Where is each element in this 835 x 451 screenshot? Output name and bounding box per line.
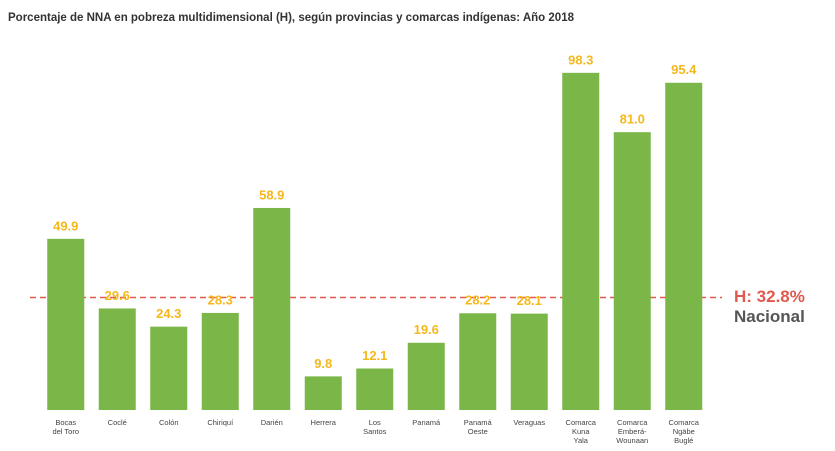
x-tick-label: Bocas xyxy=(55,418,76,427)
value-label: 28.3 xyxy=(208,292,233,307)
bar xyxy=(356,368,394,410)
bar xyxy=(201,312,239,410)
chart-title: Porcentaje de NNA en pobreza multidimens… xyxy=(8,12,575,24)
value-label: 98.3 xyxy=(568,52,593,67)
x-tick-label: Buglé xyxy=(674,436,693,445)
x-tick-label: Emberá- xyxy=(618,427,647,436)
value-label: 19.6 xyxy=(414,322,439,337)
value-label: 49.9 xyxy=(53,218,78,233)
bar xyxy=(407,342,445,410)
value-label: 24.3 xyxy=(156,306,181,321)
value-label: 81.0 xyxy=(620,112,645,127)
x-tick-label: Yala xyxy=(574,436,589,445)
x-tick-label: Herrera xyxy=(311,418,337,427)
x-tick-label: Darién xyxy=(261,418,283,427)
x-tick-label: Oeste xyxy=(468,427,488,436)
bar xyxy=(253,207,291,410)
x-tick-label: Kuna xyxy=(572,427,590,436)
value-label: 28.1 xyxy=(517,293,542,308)
bar xyxy=(47,238,85,410)
value-label: 28.2 xyxy=(465,293,490,308)
value-label: 12.1 xyxy=(362,348,387,363)
bar xyxy=(562,72,600,411)
x-tick-label: Comarca xyxy=(669,418,700,427)
reference-label: H: 32.8% xyxy=(734,287,805,306)
bar xyxy=(613,132,651,411)
x-tick-label: Colón xyxy=(159,418,179,427)
value-label: 58.9 xyxy=(259,187,284,202)
reference-note: Nacional xyxy=(734,307,805,326)
x-tick-label: Los xyxy=(369,418,381,427)
bar xyxy=(150,326,188,410)
x-tick-label: Panamá xyxy=(412,418,441,427)
x-tick-label: Comarca xyxy=(566,418,597,427)
bar xyxy=(665,82,703,410)
bar xyxy=(510,313,548,410)
bar xyxy=(304,376,342,410)
x-tick-label: Comarca xyxy=(617,418,648,427)
x-tick-label: Santos xyxy=(363,427,387,436)
x-tick-label: Veraguas xyxy=(513,418,545,427)
bar xyxy=(459,313,497,410)
value-label: 95.4 xyxy=(671,62,697,77)
x-tick-label: Ngäbe xyxy=(673,427,695,436)
x-tick-label: Chiriquí xyxy=(207,418,234,427)
value-label: 9.8 xyxy=(314,356,332,371)
bar xyxy=(98,308,136,410)
x-tick-label: del Toro xyxy=(52,427,79,436)
x-tick-label: Wounaan xyxy=(616,436,648,445)
x-tick-label: Coclé xyxy=(108,418,127,427)
value-label: 29.6 xyxy=(105,288,130,303)
x-tick-label: Panamá xyxy=(464,418,493,427)
